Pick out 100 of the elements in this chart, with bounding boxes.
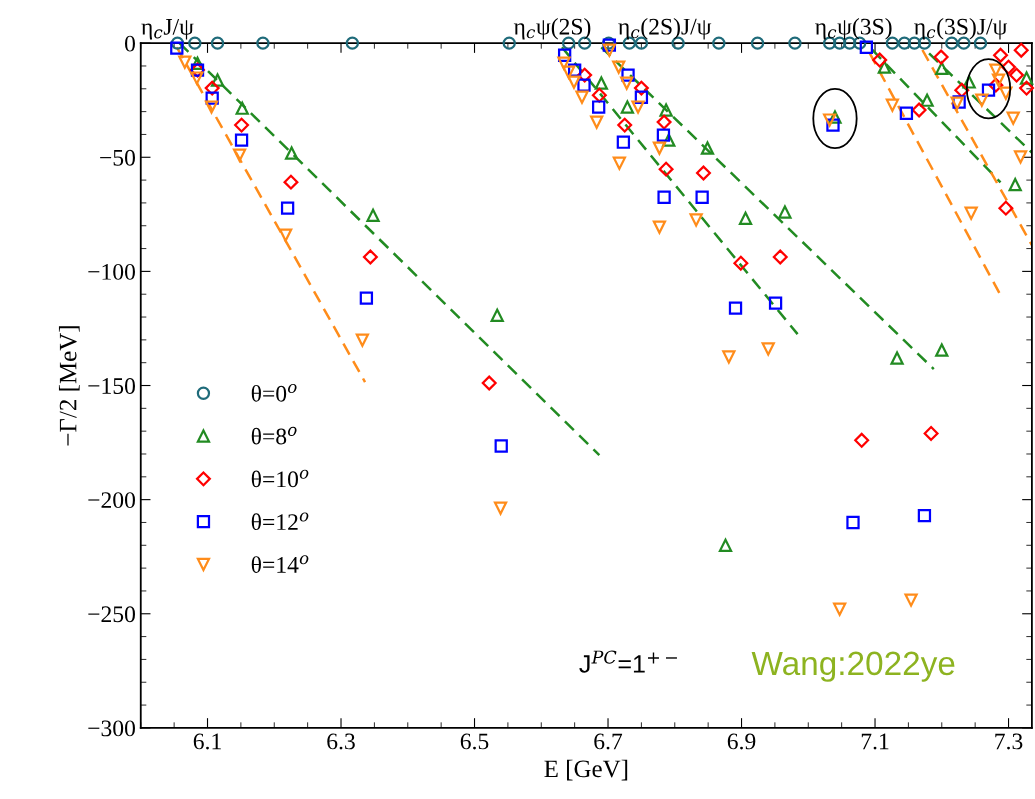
y-tick-label: −150 bbox=[88, 378, 135, 394]
point bbox=[652, 141, 667, 155]
point bbox=[362, 249, 378, 265]
y-tick-label: −250 bbox=[88, 606, 135, 623]
point bbox=[998, 200, 1014, 216]
point bbox=[355, 333, 370, 347]
point bbox=[577, 67, 593, 83]
point bbox=[620, 100, 635, 114]
point bbox=[178, 55, 192, 69]
point bbox=[718, 538, 733, 552]
point bbox=[859, 40, 874, 54]
point bbox=[345, 36, 360, 50]
point bbox=[204, 100, 219, 114]
text: η$_{c}$ψ(3S) bbox=[815, 18, 892, 40]
x-tick-label: 6.3 bbox=[327, 733, 355, 750]
point bbox=[1006, 111, 1020, 125]
point bbox=[890, 351, 904, 365]
point bbox=[210, 36, 225, 50]
point bbox=[1013, 42, 1029, 58]
point bbox=[989, 63, 1003, 77]
annotation: Wang:2022ye bbox=[751, 651, 955, 682]
point bbox=[920, 93, 934, 107]
y-tick-label: 0 bbox=[124, 35, 135, 52]
point bbox=[652, 220, 667, 234]
point bbox=[962, 75, 976, 89]
point bbox=[621, 68, 635, 82]
text: η$_{c}$(3S)J/ψ bbox=[914, 18, 1008, 40]
point bbox=[502, 36, 516, 50]
legend-label: θ=14$^{o}$ bbox=[251, 555, 309, 573]
point bbox=[190, 71, 204, 85]
point bbox=[712, 36, 726, 50]
point bbox=[283, 174, 299, 190]
point bbox=[591, 87, 607, 103]
point bbox=[700, 141, 715, 155]
y-tick-label: −300 bbox=[88, 720, 135, 737]
point bbox=[768, 296, 783, 310]
point bbox=[750, 36, 765, 50]
point bbox=[991, 73, 1006, 87]
point bbox=[366, 208, 380, 222]
point bbox=[592, 100, 606, 114]
point bbox=[493, 501, 508, 515]
point bbox=[1001, 59, 1017, 75]
point bbox=[616, 135, 631, 149]
y-tick-label: −200 bbox=[88, 492, 135, 509]
x-tick-label: 7.1 bbox=[861, 733, 889, 750]
point bbox=[256, 36, 270, 50]
point bbox=[899, 106, 914, 120]
point bbox=[612, 60, 626, 74]
point bbox=[877, 60, 892, 74]
x-tick-label: 6.7 bbox=[594, 733, 623, 750]
point bbox=[235, 101, 249, 115]
point bbox=[733, 255, 749, 271]
point bbox=[577, 78, 591, 92]
point bbox=[656, 114, 672, 130]
point bbox=[658, 161, 674, 177]
point bbox=[772, 249, 788, 265]
legend-label: θ=12$^{o}$ bbox=[251, 512, 309, 531]
point bbox=[885, 98, 900, 112]
point bbox=[659, 103, 673, 117]
legend-label: θ=10$^{o}$ bbox=[251, 469, 309, 488]
point bbox=[826, 118, 840, 132]
point bbox=[557, 48, 572, 62]
legend-label: θ=0$^{o}$ bbox=[251, 384, 297, 402]
annotation: J$^{PC}$=1$^{+−}$ bbox=[579, 650, 677, 673]
point bbox=[590, 115, 604, 129]
x-tick-label: 6.9 bbox=[727, 733, 756, 750]
point bbox=[567, 63, 582, 77]
point bbox=[494, 439, 508, 453]
point bbox=[911, 102, 927, 118]
point bbox=[633, 80, 649, 96]
point bbox=[490, 308, 504, 322]
y-tick-label: −50 bbox=[100, 149, 135, 166]
point bbox=[722, 350, 736, 364]
point bbox=[561, 65, 576, 79]
x-axis-title: E [GeV] bbox=[544, 759, 628, 781]
point bbox=[1009, 67, 1025, 83]
point bbox=[872, 52, 888, 68]
point bbox=[728, 301, 743, 315]
point bbox=[612, 156, 627, 170]
x-tick-label: 7.3 bbox=[995, 733, 1023, 750]
x-tick-label: 6.5 bbox=[460, 733, 489, 750]
point bbox=[822, 113, 837, 127]
point bbox=[210, 73, 225, 87]
point bbox=[689, 213, 703, 227]
point bbox=[631, 100, 645, 114]
point bbox=[234, 117, 250, 133]
text: η$_{c}$(2S)J/ψ bbox=[618, 18, 712, 40]
point bbox=[999, 86, 1013, 100]
point bbox=[662, 133, 676, 147]
point bbox=[617, 117, 633, 133]
point bbox=[933, 49, 949, 65]
point bbox=[828, 110, 842, 124]
x-tick-label: 6.1 bbox=[193, 733, 221, 750]
point bbox=[738, 211, 753, 225]
point bbox=[620, 76, 634, 90]
point bbox=[656, 128, 671, 142]
point bbox=[170, 41, 184, 55]
point bbox=[1008, 177, 1022, 192]
point bbox=[234, 133, 249, 147]
point bbox=[634, 90, 649, 104]
